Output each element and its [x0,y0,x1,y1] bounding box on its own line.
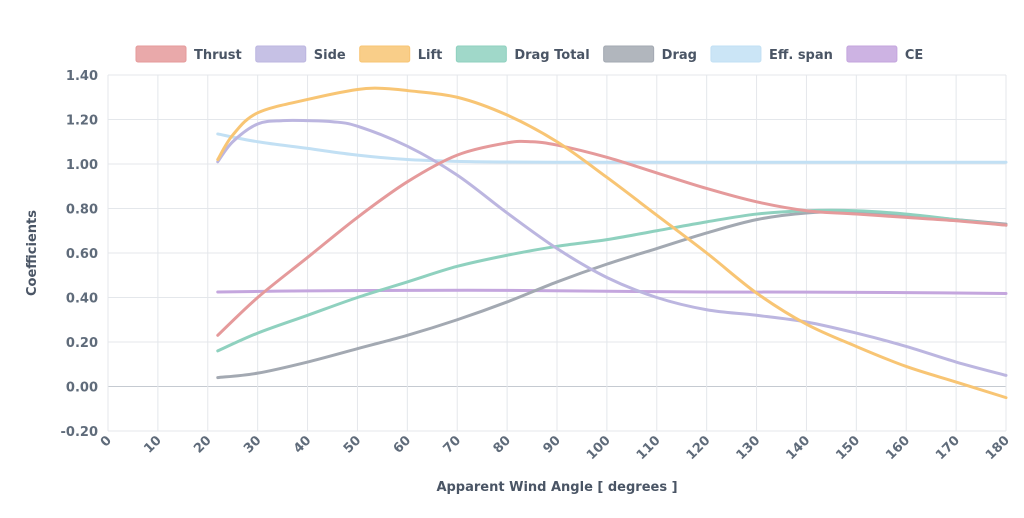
series-line-lift [216,86,1008,400]
x-tick-label: 110 [634,433,664,463]
y-tick-label: 0.00 [66,381,98,396]
series-line-thrust [216,139,1008,337]
series-lines [216,86,1008,400]
y-tick-label: 0.20 [66,336,98,351]
series-line-side [216,118,1008,377]
legend-item-ce[interactable]: CE [846,45,923,63]
x-axis-title: Apparent Wind Angle [ degrees ] [436,480,677,495]
y-tick-label: 0.60 [66,247,98,262]
legend-swatch [135,45,187,63]
legend-label: Side [314,48,346,63]
x-tick-label: 20 [191,433,214,456]
y-tick-label: 0.80 [66,203,98,218]
series-line-drag [216,210,1008,380]
legend-swatch [846,45,898,63]
legend-label: Thrust [194,48,242,63]
legend-label: Lift [418,48,443,63]
legend-swatch [455,45,507,63]
legend-label: Drag Total [514,48,589,63]
x-tick-label: 170 [933,433,963,463]
x-tick-label: 0 [98,433,115,450]
legend-item-side[interactable]: Side [255,45,346,63]
legend-label: Drag [662,48,697,63]
x-tick-label: 130 [734,433,764,463]
grid [107,74,1007,432]
x-tick-label: 180 [983,433,1013,463]
y-tick-label: -0.20 [61,425,98,440]
series-line-ce [216,288,1008,295]
series-line-drag-total [216,208,1008,353]
legend-label: CE [905,48,923,63]
x-tick-label: 140 [783,433,813,463]
x-tick-label: 150 [833,433,863,463]
legend-item-drag-total[interactable]: Drag Total [455,45,590,63]
legend-label: Eff. span [769,48,833,63]
x-tick-label: 60 [391,433,414,456]
x-tick-label: 70 [441,433,464,456]
y-tick-label: 1.00 [66,158,98,173]
x-tick-label: 160 [883,433,913,463]
legend-swatch [603,45,655,63]
legend-item-lift[interactable]: Lift [359,45,443,63]
x-tick-label: 30 [241,433,264,456]
x-tick-label: 50 [341,433,364,456]
x-tick-label: 40 [291,433,314,456]
legend-swatch [710,45,762,63]
legend-item-eff-span[interactable]: Eff. span [710,45,833,63]
series-line-eff-span [216,132,1008,164]
y-tick-label: 1.40 [66,69,98,84]
x-tick-label: 100 [584,433,614,463]
x-axis-ticks: 0 10 20 30 40 50 60 70 80 90 100 110 120 130 140 150 160… [98,433,1013,463]
y-axis-ticks: -0.20 0.00 0.20 0.40 0.60 0.80 1.00 1.20 1.40 [61,69,98,440]
legend-item-thrust[interactable]: Thrust [135,45,242,63]
legend: Thrust Side Lift Drag Total Drag Eff. span CE [135,45,923,63]
y-axis-title: Coefficients [25,210,40,296]
x-tick-label: 90 [540,433,563,456]
y-tick-label: 0.40 [66,292,98,307]
x-tick-label: 10 [141,433,164,456]
legend-item-drag[interactable]: Drag [603,45,697,63]
legend-swatch [255,45,307,63]
x-tick-label: 80 [491,433,514,456]
y-tick-label: 1.20 [66,114,98,129]
legend-swatch [359,45,411,63]
x-tick-label: 120 [684,433,714,463]
